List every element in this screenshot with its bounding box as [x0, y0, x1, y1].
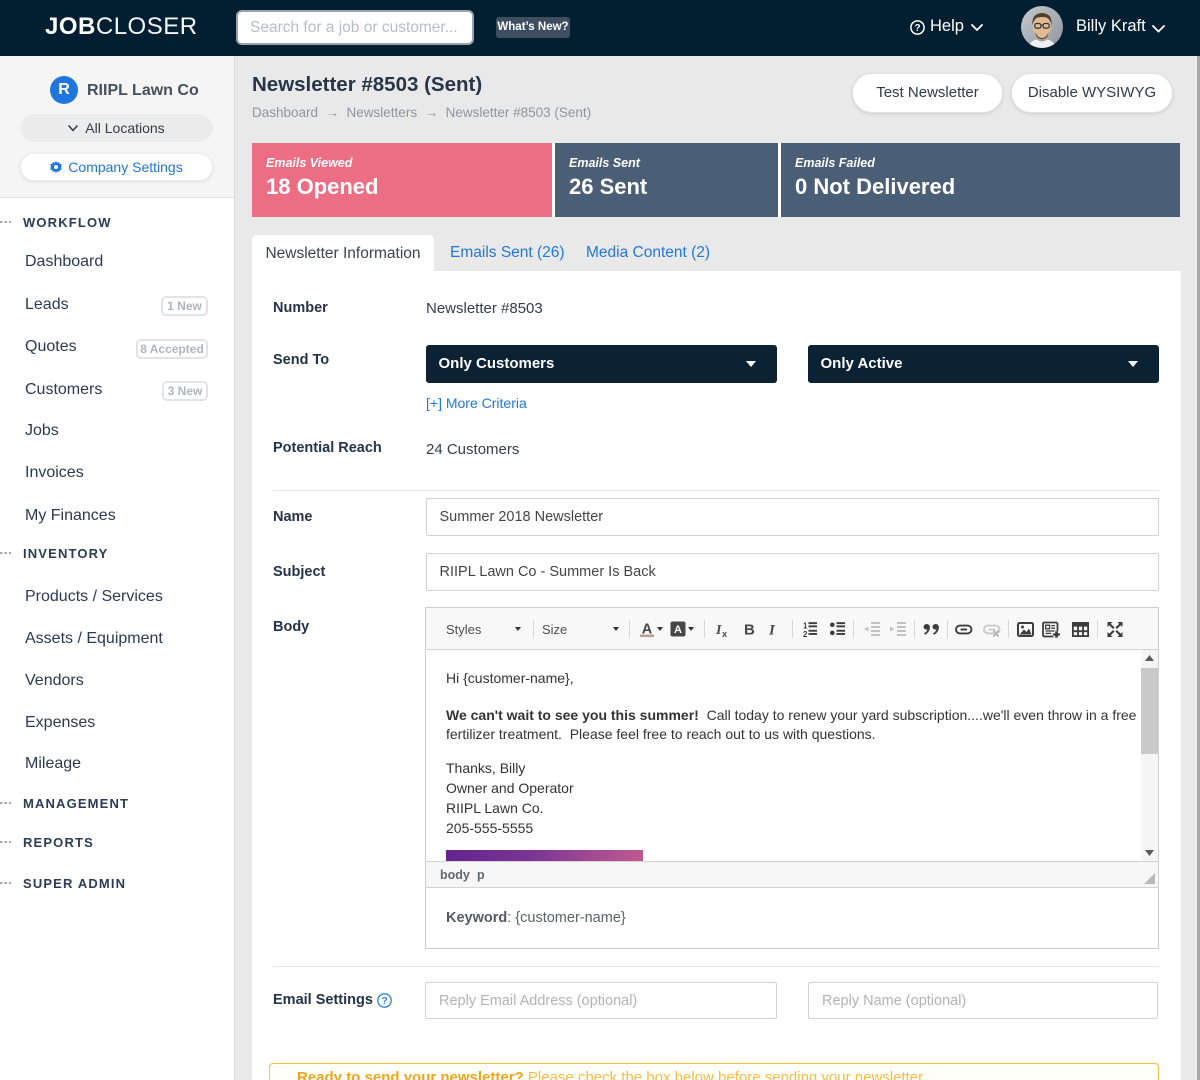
svg-text:x: x: [722, 629, 727, 638]
svg-text:B: B: [744, 622, 755, 639]
svg-text:1: 1: [803, 622, 808, 631]
svg-text:A: A: [674, 624, 682, 636]
svg-text:?: ?: [914, 23, 920, 34]
svg-text:2: 2: [803, 630, 808, 638]
svg-text:I: I: [715, 623, 722, 638]
svg-text:?: ?: [381, 996, 387, 1007]
svg-text:A: A: [642, 622, 653, 638]
svg-text:I: I: [768, 623, 776, 639]
